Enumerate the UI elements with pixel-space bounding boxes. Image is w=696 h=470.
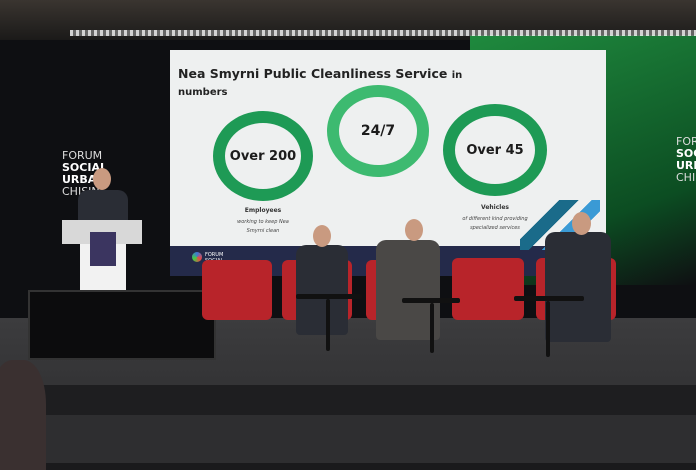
- armchair: [202, 260, 272, 320]
- panelist-head: [572, 212, 591, 235]
- stat-value: Over 200: [229, 148, 297, 164]
- side-table: [402, 298, 460, 303]
- stat-ring: Over 200: [213, 111, 313, 201]
- panelist: [376, 240, 440, 340]
- slide-title-main: Nea Smyrni Public Cleanliness Service: [178, 66, 448, 81]
- stage-monitor: [28, 290, 216, 360]
- panelist-head: [405, 219, 423, 241]
- stat-description: of different kind providing specialized …: [462, 216, 528, 231]
- forum-logo-icon: [192, 252, 202, 262]
- stat-label: Employees: [244, 207, 282, 214]
- stat-value: 24/7: [360, 123, 396, 139]
- podium-logo: [90, 232, 116, 266]
- banner-line: FORUM: [62, 149, 103, 162]
- banner-line: FORU: [676, 135, 696, 148]
- speaker-head: [93, 168, 111, 190]
- audience-member: [0, 360, 46, 470]
- right-banner: FORU SOCI URB CHIS: [676, 136, 696, 184]
- banner-line: SOCI: [676, 147, 696, 160]
- stat-value: Over 45: [466, 142, 524, 158]
- banner-line: URB: [676, 159, 696, 172]
- banner-line: CHIS: [676, 171, 696, 184]
- side-table: [296, 294, 362, 299]
- side-table: [514, 296, 584, 301]
- stat-description: working to keep Nea Smyrni clean: [237, 219, 289, 234]
- stat-ring: Over 45: [443, 104, 547, 196]
- slide-title-suffix: in numbers: [178, 70, 463, 98]
- left-banner: FORUM SOCIAL URBA CHIȘIN: [62, 150, 107, 198]
- armchair: [452, 258, 524, 320]
- panelist-head: [313, 225, 331, 247]
- panelist: [296, 245, 348, 335]
- side-table-leg: [546, 301, 550, 357]
- stage-edge: [40, 385, 696, 415]
- stage-lower: [40, 415, 696, 463]
- stat-label: Vehicles: [481, 204, 509, 211]
- side-table-leg: [430, 303, 434, 353]
- stat-ring: 24/7: [327, 85, 429, 177]
- panelist: [545, 232, 611, 342]
- ceiling-lights: [70, 30, 696, 36]
- banner-line: URBA: [62, 173, 97, 186]
- slide-title: Nea Smyrni Public Cleanliness Service in…: [178, 66, 478, 100]
- side-table-leg: [326, 299, 330, 351]
